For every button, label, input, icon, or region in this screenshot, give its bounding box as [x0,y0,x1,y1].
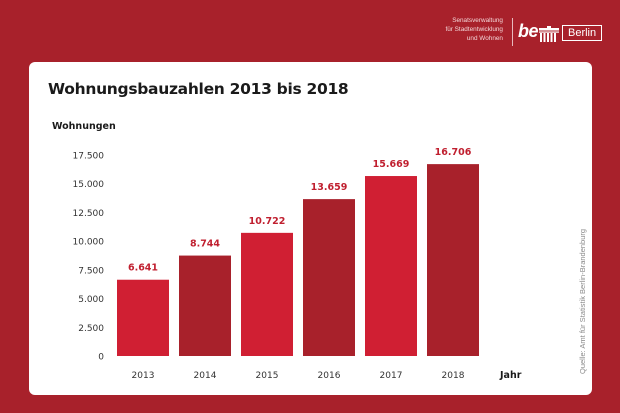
y-tick-label: 10.000 [73,238,105,248]
y-tick-label: 17.500 [73,152,105,162]
value-labels: 6.641 8.744 10.722 13.659 15.669 16.706 [128,147,472,274]
chart-title: Wohnungsbauzahlen 2013 bis 2018 [48,80,349,98]
department-line: für Stadtentwicklung [445,26,503,33]
department-line: Senatsverwaltung [452,17,503,24]
y-tick-label: 15.000 [73,180,105,190]
value-label: 8.744 [190,239,220,250]
y-tick-label: 0 [98,353,104,363]
x-tick-label: 2016 [318,371,341,381]
x-axis-label: Jahr [499,370,522,381]
bar-2018 [427,164,479,356]
berlin-logo[interactable]: be Berlin [518,21,610,49]
bar-2016 [303,199,355,356]
y-axis-ticks: 0 2.500 5.000 7.500 10.000 12.500 15.000 17.500 [73,152,105,363]
x-tick-label: 2015 [256,371,279,381]
value-label: 10.722 [249,216,286,227]
y-axis-label: Wohnungen [52,121,116,132]
value-label: 15.669 [373,159,410,170]
value-label: 16.706 [435,147,472,158]
header-divider [512,18,513,46]
value-label: 13.659 [311,182,348,193]
bar-2015 [241,232,293,356]
brandenburg-gate-icon [539,26,559,42]
department-line: und Wohnen [466,35,503,42]
y-tick-label: 12.500 [73,209,105,219]
logo-berlin-text: Berlin [562,25,603,41]
x-tick-label: 2017 [380,371,403,381]
value-label: 6.641 [128,263,158,274]
y-tick-label: 5.000 [78,295,104,305]
bar-2014 [179,255,231,356]
source-note: Quelle: Amt für Statistik Berlin-Branden… [578,228,587,374]
x-tick-label: 2014 [194,371,217,381]
x-axis-ticks: 2013 2014 2015 2016 2017 2018 [132,371,465,381]
y-tick-label: 2.500 [78,324,104,334]
logo-be-text: be [518,21,539,41]
x-tick-label: 2018 [442,371,465,381]
department-name: Senatsverwaltung für Stadtentwicklung un… [393,16,503,43]
y-tick-label: 7.500 [78,266,104,276]
bar-2013 [117,279,169,356]
bars [117,164,479,356]
bar-2017 [365,176,417,356]
x-tick-label: 2013 [132,371,155,381]
